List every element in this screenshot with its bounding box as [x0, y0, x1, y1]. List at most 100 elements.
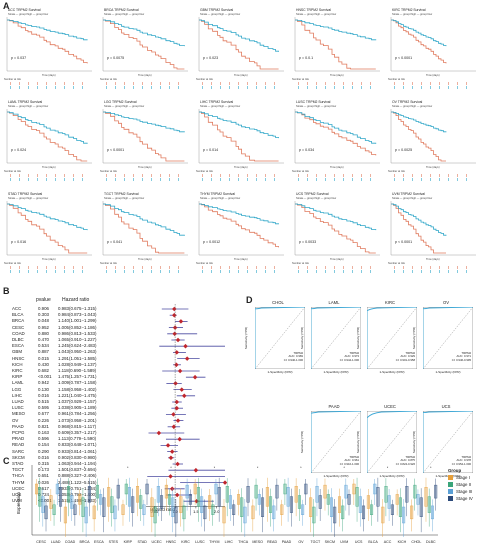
- km-xlabel: Time (days): [330, 258, 344, 261]
- roc-xlabel: 1-Specificity (FPR): [379, 474, 405, 478]
- forest-cancer: STAD: [12, 461, 24, 466]
- forest-hr: 0.933(0.814−1.061): [58, 448, 97, 454]
- box-category-label: STAD: [137, 540, 147, 544]
- km-risk-title: Number at risk: [196, 170, 213, 173]
- box-body: [87, 486, 91, 503]
- forest-plot: pvalue Hazard ratio 0.50 1.0 1.5 2.0 Hazard…: [0, 290, 245, 515]
- forest-pvalue-header: pvalue: [36, 297, 51, 303]
- box-body: [269, 496, 273, 513]
- km-pvalue: p = 0.0012: [203, 240, 221, 244]
- km-risk-low: [394, 178, 474, 181]
- km-plot-title: STAD TRPM2 Survival: [8, 192, 43, 196]
- km-risk-low: [10, 178, 90, 181]
- box-body: [232, 504, 236, 515]
- box-body: [35, 483, 39, 495]
- forest-pvalue: 0.617: [38, 485, 49, 491]
- km-plot-title: HNSC TRPM2 Survival: [296, 8, 331, 12]
- box-body: [78, 494, 82, 505]
- km-legend: Strata — group=high — group=low: [8, 13, 49, 16]
- box-body: [67, 486, 71, 503]
- box-body: [55, 483, 59, 495]
- roc-title: OV: [442, 300, 450, 305]
- km-risk-title: Number at risk: [292, 78, 309, 81]
- forest-cancer: PRAD: [12, 436, 25, 442]
- roc-ci: CI: 0.954-1.000: [451, 461, 471, 466]
- forest-cancer: UCEC: [12, 485, 25, 491]
- forest-hr: 0.888(0.327−2.406): [58, 473, 97, 479]
- forest-point: [184, 356, 190, 361]
- km-risk-low: [298, 178, 378, 181]
- roc-xlabel: 1-Specificity (FPR): [379, 370, 405, 374]
- box-body: [395, 494, 399, 505]
- forest-xlabel: Hazard ratio: [150, 507, 176, 512]
- box-category-label: ESCA: [94, 540, 104, 544]
- km-xlabel: Time (days): [426, 74, 440, 77]
- forest-row: BRCA 0.048 1.140(1.001−1.299): [0, 318, 145, 325]
- roc-gene: TRPM2: [293, 351, 303, 355]
- km-risk-low: [10, 86, 90, 89]
- forest-cancer: OV: [12, 417, 19, 423]
- km-legend: Strata — group=high — group=low: [392, 197, 433, 200]
- km-pvalue: p = 0.024: [11, 148, 27, 152]
- box-category-label: CHOL: [411, 540, 422, 544]
- box-body: [70, 495, 74, 509]
- box-body: [376, 487, 380, 507]
- stage-swatch-icon: [448, 489, 453, 494]
- box-body: [402, 506, 406, 524]
- box-body: [323, 484, 327, 499]
- km-legend: Strata — group=high — group=low: [200, 13, 241, 16]
- panel-label-a: A: [3, 1, 10, 11]
- forest-row: STAD 0.315 1.063(0.944−1.194): [0, 461, 145, 468]
- km-risk-title: Number at risk: [100, 170, 117, 173]
- km-xlabel: Time (days): [234, 74, 248, 77]
- box-body: [272, 505, 276, 520]
- km-risk-title: Number at risk: [388, 78, 405, 81]
- box-body: [63, 506, 67, 524]
- forest-hr: 1.037(0.929−1.157): [58, 399, 97, 404]
- box-body: [196, 487, 200, 507]
- box-body: [41, 496, 45, 513]
- forest-hr: 1.515(1.198−1.933): [58, 498, 97, 504]
- box-category-label: BLCA: [368, 540, 378, 544]
- forest-hr: 0.933(0.751−1.234): [58, 485, 97, 491]
- forest-row: DLBC 0.470 1.065(0.910−1.227): [0, 337, 145, 344]
- box-body: [301, 504, 305, 515]
- roc-panel: OV TRPM2 AUC: 0.971 CI: 0.946-0.995 1-Specif…: [412, 298, 475, 388]
- forest-row: MESO 0.677 0.961(0.784−1.256): [0, 411, 145, 418]
- km-low-curve: [199, 203, 279, 225]
- box-body: [398, 497, 402, 517]
- forest-pvalue: 0.906: [38, 306, 49, 311]
- forest-point: [183, 343, 188, 349]
- forest-cancer: KIRC: [12, 368, 23, 373]
- forest-hr: 2.488(1.122−5.515): [58, 479, 97, 485]
- box-body: [92, 505, 96, 520]
- km-high-curve: [199, 203, 279, 248]
- roc-curve: [367, 307, 417, 369]
- forest-pvalue: 0.315: [38, 461, 49, 466]
- roc-panel: LAML TRPM2 AUC: 0.973 CI: 0.944-1.000 1-Spec…: [300, 298, 363, 388]
- stage-swatch-icon: [448, 482, 453, 487]
- forest-pvalue: <0.001: [38, 374, 52, 380]
- km-pvalue: p = 0.0075: [107, 56, 125, 60]
- roc-ci: CI: 0.916-1.000: [339, 461, 359, 466]
- km-risk-title: Number at risk: [4, 78, 21, 81]
- forest-pvalue: 0.163: [38, 430, 49, 435]
- forest-point: [172, 312, 177, 318]
- box-body: [121, 504, 125, 515]
- roc-panel: PAAD TRPM2 AUC: 0.961 CI: 0.916-1.000 1-Spec…: [300, 402, 363, 492]
- svg-text:*: *: [257, 466, 259, 470]
- box-category-label: LUSC: [195, 540, 205, 544]
- stage-legend-label: Stage I: [456, 475, 470, 480]
- km-high-curve: [391, 111, 446, 162]
- box-category-label: PAAD: [281, 540, 292, 544]
- km-low-curve: [295, 19, 377, 41]
- forest-pvalue: 0.026: [38, 479, 49, 485]
- svg-text:*: *: [344, 466, 346, 470]
- km-risk-table: [202, 82, 282, 90]
- forest-hr: 1.245(0.624−2.483): [58, 343, 97, 349]
- box-body: [384, 486, 388, 503]
- stage-legend-item: Stage II: [448, 481, 473, 488]
- km-plot-title: KIRC TRPM2 Survival: [392, 8, 426, 12]
- box-body: [59, 487, 63, 507]
- km-high-curve: [103, 19, 185, 70]
